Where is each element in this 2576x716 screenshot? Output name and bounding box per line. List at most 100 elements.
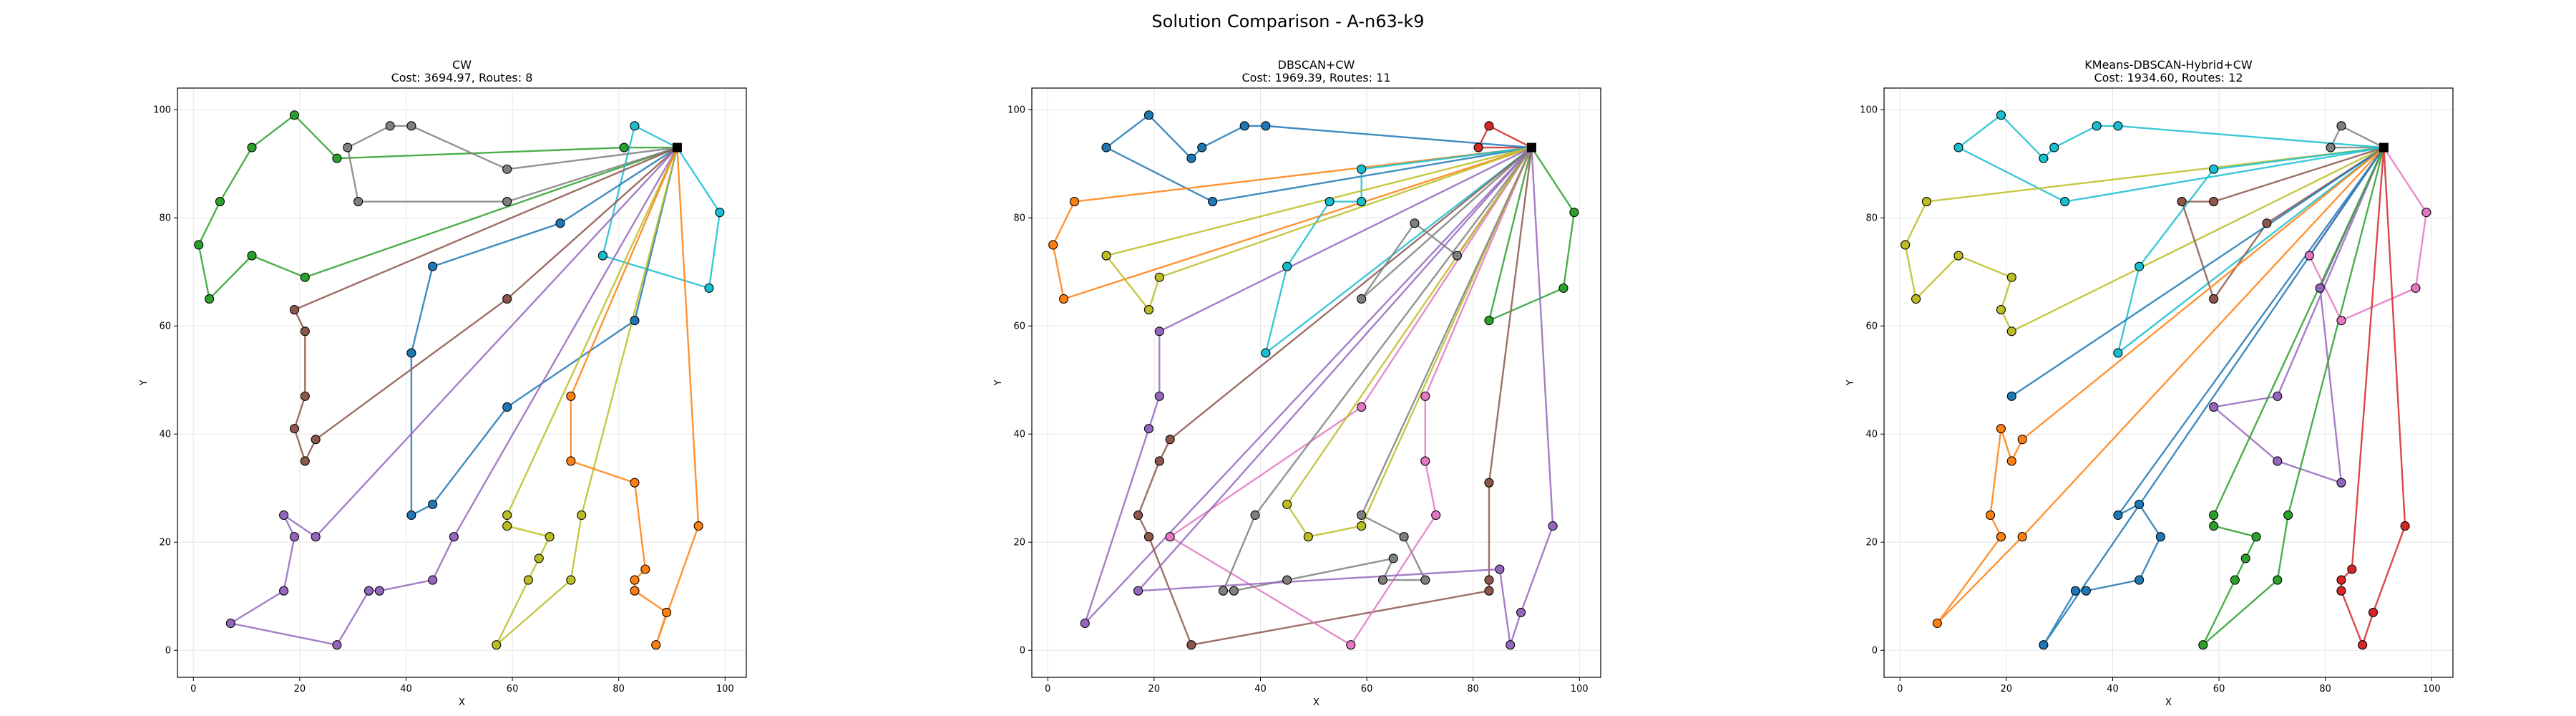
route-line-7 (495, 147, 678, 646)
customer-point (1154, 272, 1164, 282)
x-tick-label: 0 (190, 684, 196, 695)
customer-point (2304, 251, 2314, 261)
x-tick-label: 80 (2319, 684, 2331, 695)
customer-point (1996, 110, 2006, 120)
customer-point (619, 142, 629, 153)
customer-point (1953, 251, 1963, 261)
customer-point (1059, 294, 1069, 304)
customer-point (2155, 532, 2165, 542)
figure-title: Solution Comparison - A-n63-k9 (1151, 11, 1424, 32)
customer-point (2006, 456, 2016, 466)
customer-point (1996, 532, 2006, 542)
customer-point (2283, 510, 2293, 521)
customer-point (1484, 586, 1494, 596)
customer-point (1186, 153, 1196, 163)
customer-point (2251, 532, 2261, 542)
customer-point (2336, 121, 2346, 131)
customer-point (577, 510, 587, 521)
y-tick-label: 80 (1865, 213, 1878, 224)
y-axis-label: Y (1845, 379, 1856, 386)
customer-point (1133, 510, 1143, 521)
customer-point (1901, 240, 1911, 250)
customer-point (502, 521, 512, 531)
y-tick-label: 100 (1008, 105, 1025, 116)
customer-point (1495, 564, 1505, 574)
customer-point (1452, 251, 1462, 261)
y-axis-label: Y (993, 379, 1004, 386)
depot-marker (672, 142, 682, 153)
customer-point (1143, 532, 1154, 542)
customer-point (566, 575, 576, 585)
customer-point (566, 391, 576, 401)
customer-point (630, 575, 640, 585)
x-tick-label: 100 (716, 684, 734, 695)
customer-point (311, 435, 321, 445)
customer-point (1996, 305, 2006, 315)
customer-point (1080, 618, 1090, 629)
y-tick-label: 40 (1013, 430, 1025, 440)
customer-point (1484, 316, 1494, 326)
customer-point (566, 456, 576, 466)
customer-point (2006, 272, 2016, 282)
customer-point (1048, 240, 1058, 250)
customer-point (2326, 142, 2336, 153)
customer-point (2135, 499, 2145, 509)
y-axis-label: Y (139, 379, 150, 386)
customer-point (2177, 197, 2187, 207)
customer-point (1431, 510, 1441, 521)
y-tick-label: 0 (1872, 646, 1878, 657)
x-tick-label: 40 (1254, 684, 1267, 695)
customer-point (2209, 521, 2219, 531)
customer-point (2273, 391, 2283, 401)
customer-point (2209, 402, 2219, 412)
customer-point (1282, 575, 1292, 585)
customer-point (300, 391, 310, 401)
customer-point (2209, 510, 2219, 521)
x-tick-label: 0 (1897, 684, 1903, 695)
customer-point (630, 316, 640, 326)
customer-point (1165, 532, 1175, 542)
route-line-1 (1477, 125, 1532, 149)
customer-point (2336, 478, 2346, 488)
customer-point (2368, 607, 2379, 617)
y-tick-label: 40 (1865, 430, 1878, 440)
customer-point (1420, 575, 1430, 585)
customer-point (1357, 294, 1367, 304)
x-tick-label: 100 (2423, 684, 2441, 695)
customer-point (2400, 521, 2410, 531)
customer-point (406, 510, 416, 521)
x-axis-label: X (1313, 697, 1319, 708)
customer-point (1250, 510, 1260, 521)
x-tick-label: 60 (507, 684, 519, 695)
customer-point (2209, 294, 2219, 304)
customer-point (1420, 456, 1430, 466)
subplot-subtitle: Cost: 3694.97, Routes: 8 (391, 71, 533, 84)
customer-point (630, 586, 640, 596)
customer-point (1101, 251, 1111, 261)
subplot-subtitle: Cost: 1934.60, Routes: 12 (2094, 71, 2243, 84)
customer-point (2336, 586, 2346, 596)
y-tick-label: 80 (1013, 213, 1025, 224)
customer-point (1932, 618, 1942, 629)
customer-point (2039, 153, 2049, 163)
customer-point (2421, 208, 2431, 218)
customer-point (502, 164, 512, 174)
y-tick-label: 80 (159, 213, 171, 224)
x-tick-label: 20 (2001, 684, 2013, 695)
customer-point (1229, 586, 1239, 596)
customer-point (311, 532, 321, 542)
plot-frame (1031, 87, 1601, 678)
y-tick-label: 20 (1865, 538, 1878, 548)
x-tick-label: 100 (1571, 684, 1589, 695)
customer-point (2017, 435, 2027, 445)
customer-point (1208, 197, 1218, 207)
customer-point (2198, 640, 2208, 650)
x-tick-label: 40 (400, 684, 412, 695)
customer-point (2209, 197, 2219, 207)
customer-point (2135, 261, 2145, 271)
customer-point (2411, 283, 2421, 293)
customer-point (597, 251, 608, 261)
customer-point (1143, 110, 1154, 120)
customer-point (630, 478, 640, 488)
